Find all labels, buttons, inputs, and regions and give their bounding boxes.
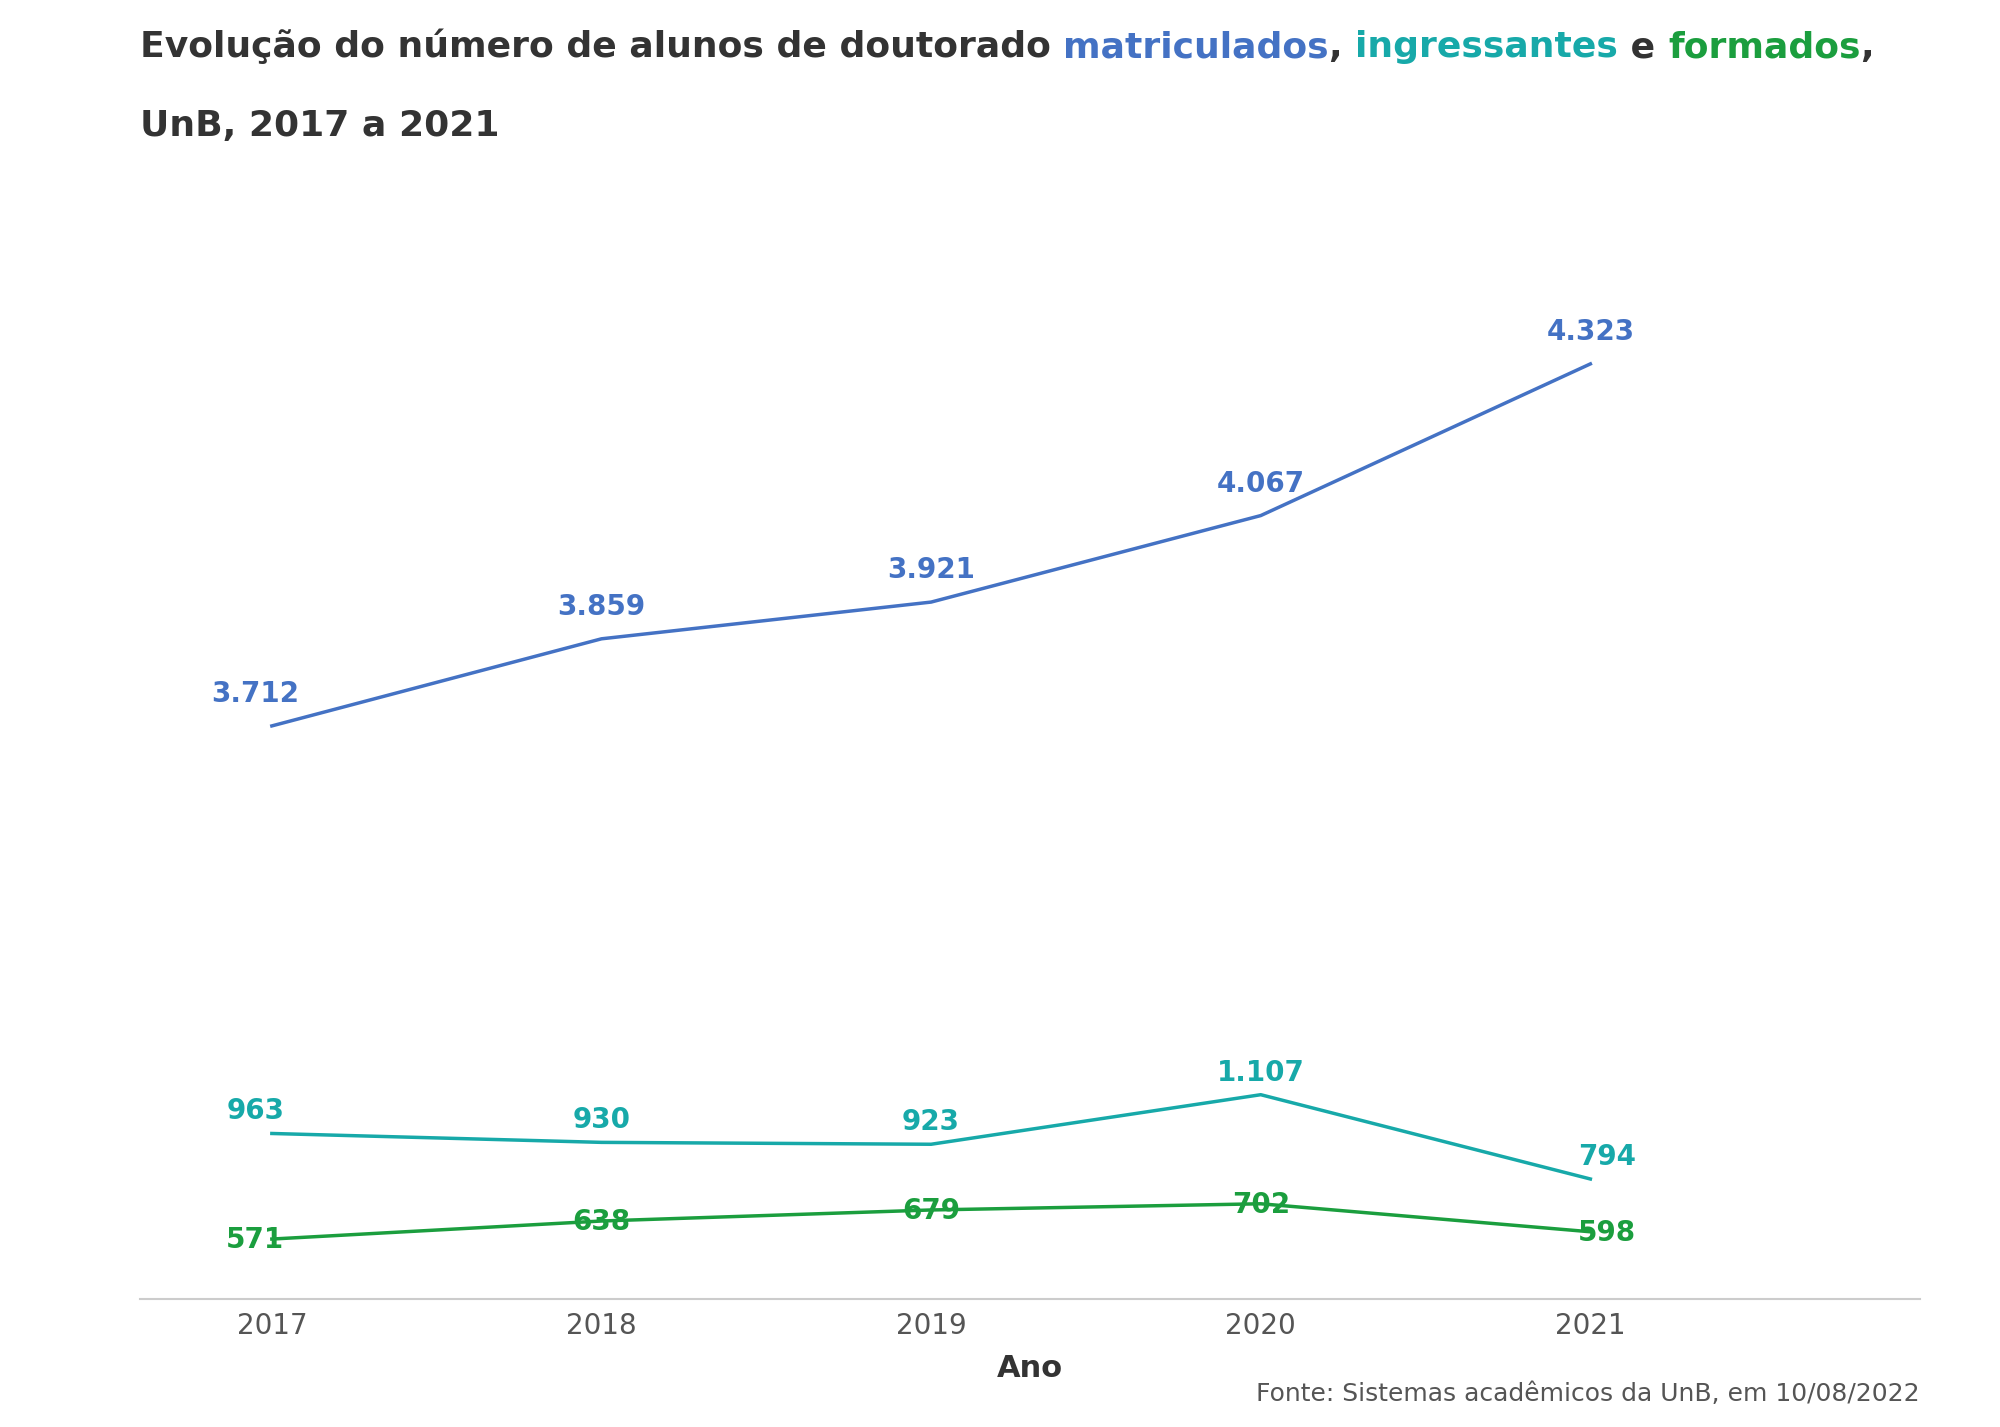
Text: ,: , xyxy=(1330,30,1356,64)
Text: Evolução do número de alunos de doutorado: Evolução do número de alunos de doutorad… xyxy=(140,29,1064,64)
Text: ,: , xyxy=(1860,30,1874,64)
Text: 679: 679 xyxy=(902,1197,960,1224)
Text: 963: 963 xyxy=(226,1097,284,1126)
Text: 4.323: 4.323 xyxy=(1546,318,1634,347)
Text: 930: 930 xyxy=(572,1106,630,1134)
Text: 598: 598 xyxy=(1578,1219,1636,1247)
Text: 1.107: 1.107 xyxy=(1216,1059,1304,1086)
Text: 3.921: 3.921 xyxy=(888,557,976,584)
Text: 794: 794 xyxy=(1578,1143,1636,1172)
Text: 638: 638 xyxy=(572,1207,630,1236)
Text: 3.859: 3.859 xyxy=(558,594,646,621)
Text: 571: 571 xyxy=(226,1226,284,1254)
Text: matriculados: matriculados xyxy=(1064,30,1330,64)
Text: UnB, 2017 a 2021: UnB, 2017 a 2021 xyxy=(140,108,500,143)
Text: ingressantes: ingressantes xyxy=(1356,30,1618,64)
Text: e: e xyxy=(1618,30,1668,64)
Text: 702: 702 xyxy=(1232,1190,1290,1219)
Text: formados: formados xyxy=(1668,30,1860,64)
X-axis label: Ano: Ano xyxy=(996,1354,1064,1383)
Text: Fonte: Sistemas acadêmicos da UnB, em 10/08/2022: Fonte: Sistemas acadêmicos da UnB, em 10… xyxy=(1256,1381,1920,1406)
Text: 923: 923 xyxy=(902,1109,960,1136)
Text: 3.712: 3.712 xyxy=(212,681,300,708)
Text: 4.067: 4.067 xyxy=(1216,469,1304,498)
